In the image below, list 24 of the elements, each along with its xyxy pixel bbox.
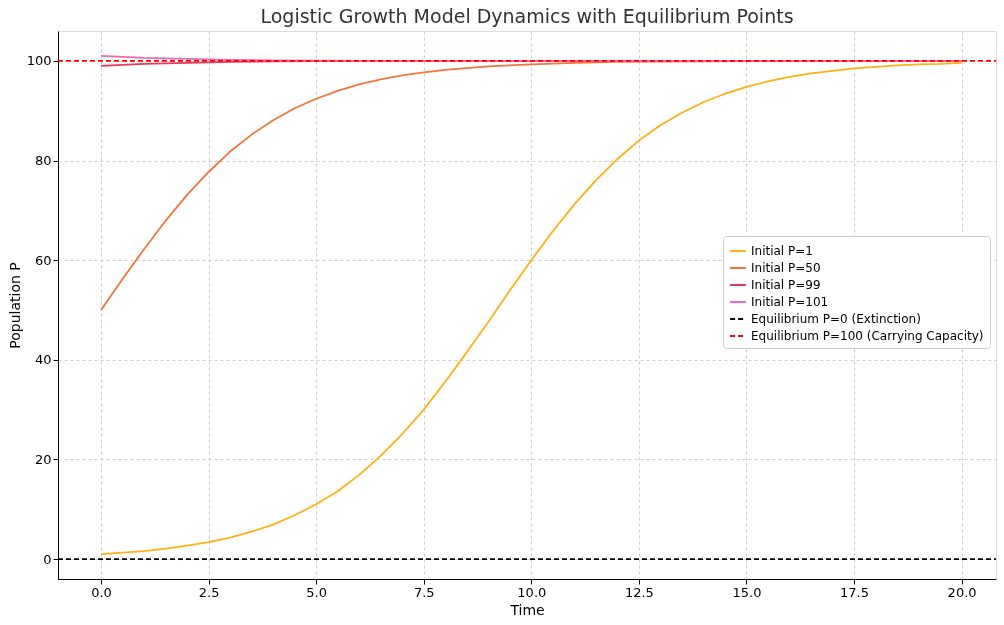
x-tick-label: 12.5 <box>624 584 654 600</box>
legend-label: Initial P=50 <box>751 261 821 275</box>
y-tick-label: 80 <box>34 153 52 169</box>
x-tick-label: 10.0 <box>517 584 547 600</box>
y-axis-title: Population P <box>6 262 23 349</box>
x-tick-label: 2.5 <box>198 584 220 600</box>
x-axis-title: Time <box>509 601 545 618</box>
legend-label: Equilibrium P=0 (Extinction) <box>751 312 921 326</box>
x-tick-label: 0.0 <box>91 584 112 600</box>
legend-label: Initial P=1 <box>751 244 813 258</box>
chart-title: Logistic Growth Model Dynamics with Equilibrium Points <box>260 5 794 27</box>
x-tick-label: 5.0 <box>306 584 328 600</box>
x-tick-label: 7.5 <box>413 584 435 600</box>
legend-label: Initial P=99 <box>751 278 821 292</box>
x-tick-label: 17.5 <box>840 584 869 600</box>
y-tick-label: 0 <box>43 551 52 567</box>
y-tick-label: 100 <box>26 53 52 69</box>
y-tick-label: 20 <box>34 451 52 467</box>
legend-label: Initial P=101 <box>751 295 829 309</box>
x-tick-label: 20.0 <box>947 584 977 600</box>
y-tick-label: 60 <box>34 252 52 268</box>
x-tick-label: 15.0 <box>732 584 762 600</box>
legend-label: Equilibrium P=100 (Carrying Capacity) <box>751 329 984 343</box>
y-tick-label: 40 <box>34 352 52 368</box>
